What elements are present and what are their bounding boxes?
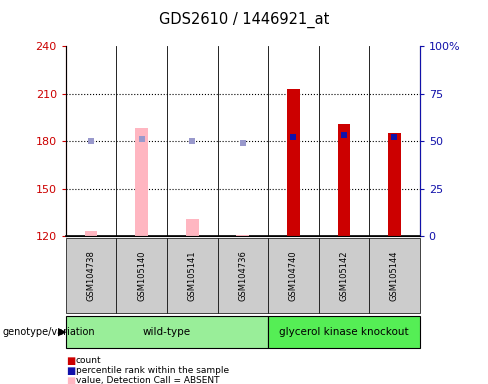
Text: GSM105142: GSM105142 <box>339 250 348 301</box>
Text: GSM104740: GSM104740 <box>289 250 298 301</box>
Text: GSM104738: GSM104738 <box>87 250 96 301</box>
Text: GSM104736: GSM104736 <box>238 250 247 301</box>
Text: ■: ■ <box>66 356 75 366</box>
Text: ▶: ▶ <box>58 327 66 337</box>
Text: ■: ■ <box>66 366 75 376</box>
Text: GDS2610 / 1446921_at: GDS2610 / 1446921_at <box>159 12 329 28</box>
Bar <box>85 232 98 236</box>
Text: ■: ■ <box>66 376 75 384</box>
Bar <box>287 89 300 236</box>
Text: glycerol kinase knockout: glycerol kinase knockout <box>279 327 408 337</box>
Text: count: count <box>76 356 102 366</box>
Text: genotype/variation: genotype/variation <box>2 327 95 337</box>
Text: percentile rank within the sample: percentile rank within the sample <box>76 366 229 376</box>
Bar <box>135 128 148 236</box>
Text: value, Detection Call = ABSENT: value, Detection Call = ABSENT <box>76 376 219 384</box>
Bar <box>388 133 401 236</box>
Bar <box>338 124 350 236</box>
Text: GSM105140: GSM105140 <box>137 250 146 301</box>
Bar <box>237 235 249 236</box>
Text: GSM105144: GSM105144 <box>390 250 399 301</box>
Text: GSM105141: GSM105141 <box>188 250 197 301</box>
Bar <box>186 219 199 236</box>
Text: wild-type: wild-type <box>143 327 191 337</box>
